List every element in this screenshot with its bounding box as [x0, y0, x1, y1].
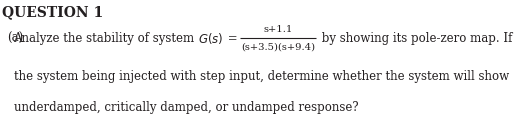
Text: s+1.1: s+1.1	[263, 25, 293, 34]
Text: $G(s)$: $G(s)$	[198, 31, 224, 46]
Text: the system being injected with step input, determine whether the system will sho: the system being injected with step inpu…	[14, 70, 508, 83]
Text: by showing its pole-zero map. If: by showing its pole-zero map. If	[317, 32, 512, 45]
Text: underdamped, critically damped, or undamped response?: underdamped, critically damped, or undam…	[14, 101, 358, 114]
Text: (a): (a)	[7, 32, 23, 45]
Text: QUESTION 1: QUESTION 1	[2, 5, 103, 19]
Text: (s+3.5)(s+9.4): (s+3.5)(s+9.4)	[241, 42, 315, 51]
Text: =: =	[224, 32, 238, 45]
Text: Analyze the stability of system: Analyze the stability of system	[14, 32, 198, 45]
